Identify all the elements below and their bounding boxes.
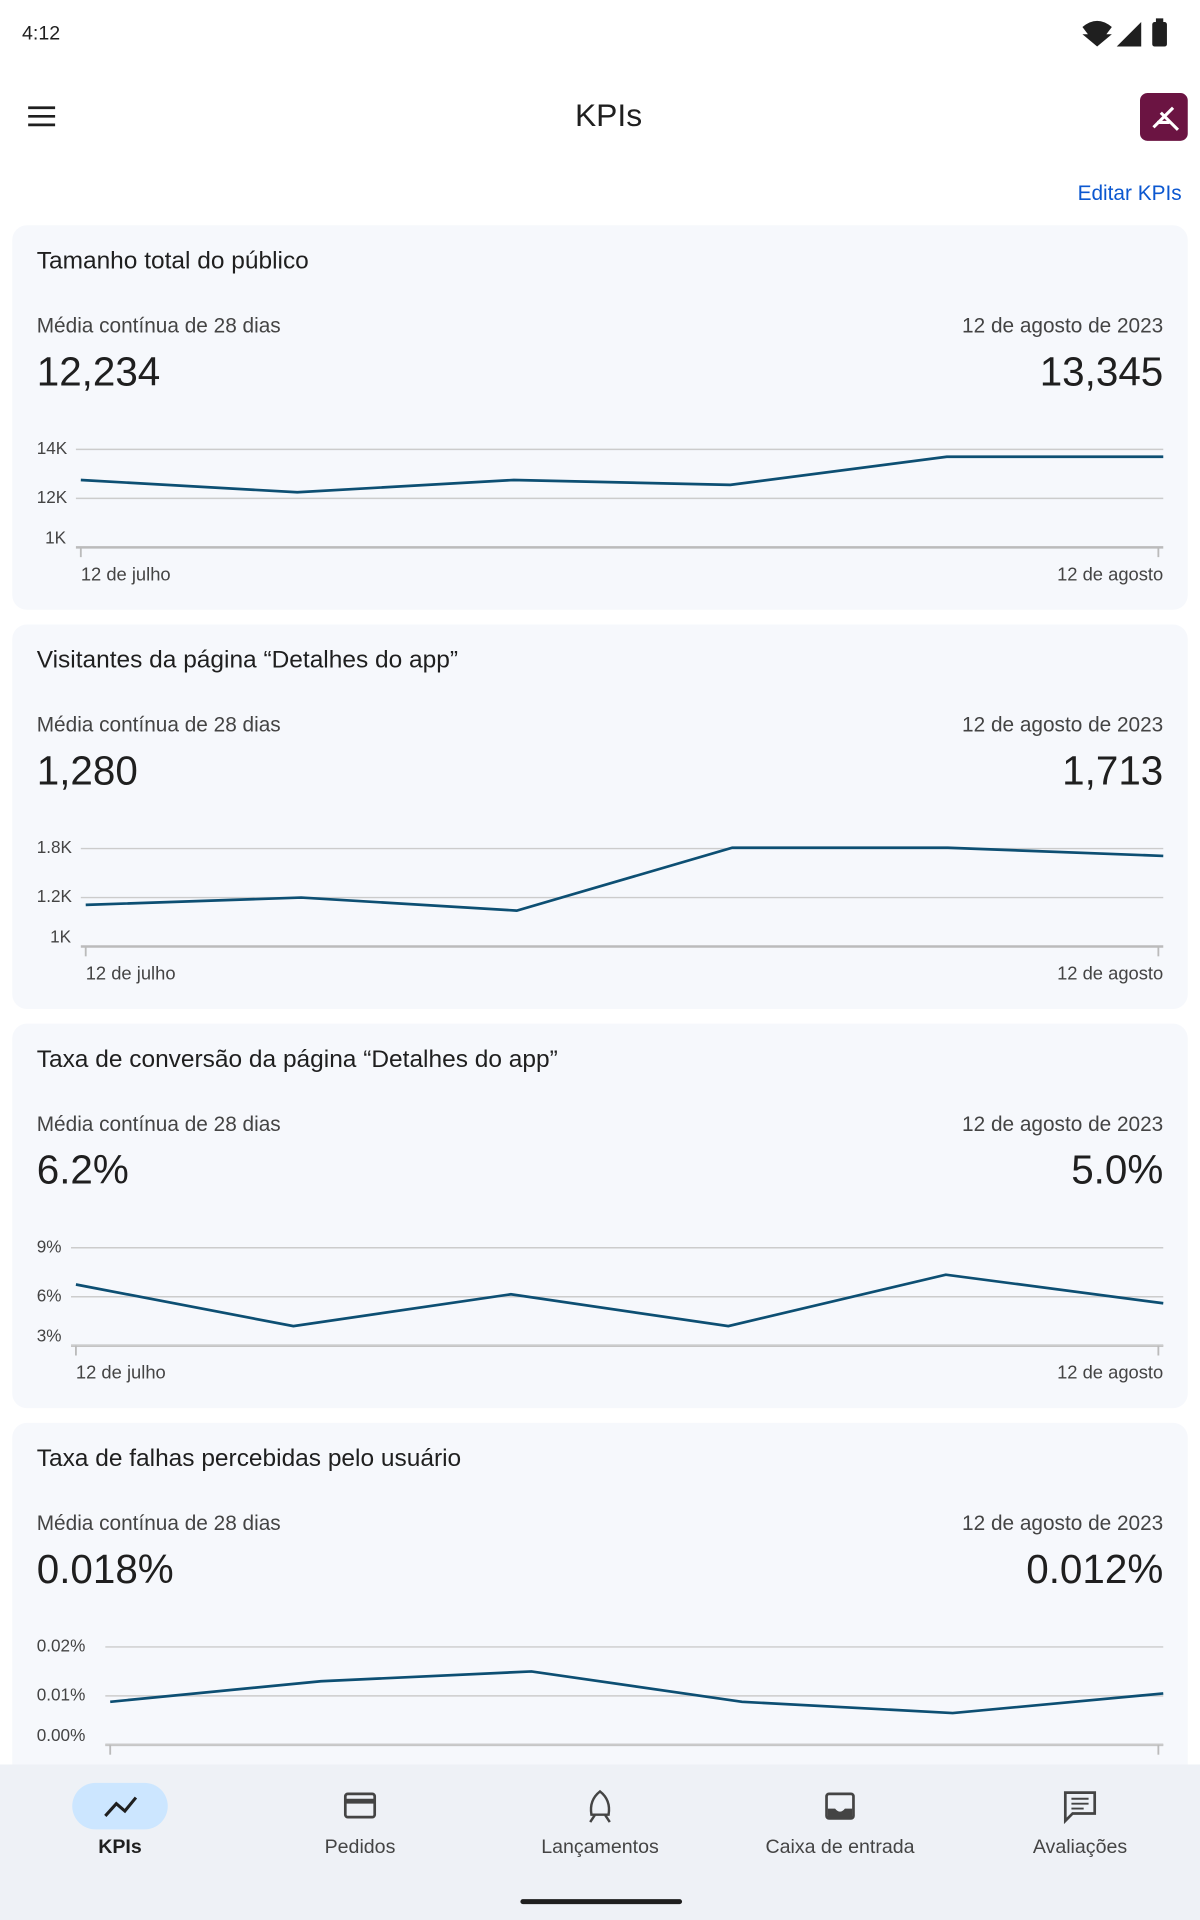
bottom-nav	[0, 1764, 1200, 1920]
menu-button[interactable]	[28, 106, 56, 127]
x-tick-label: 12 de agosto	[1057, 563, 1163, 584]
status-time: 4:12	[22, 22, 60, 44]
y-floor-label: 1K	[50, 926, 72, 946]
card-background	[12, 225, 1188, 610]
card-background	[12, 624, 1188, 1009]
right-label: 12 de agosto de 2023	[962, 714, 1163, 737]
y-floor-label: 1K	[45, 527, 67, 547]
y-tick-label: 3%	[37, 1326, 62, 1346]
y-tick-label: 0.01%	[37, 1684, 86, 1704]
x-tick-label: 12 de julho	[81, 563, 171, 584]
left-label: Média contínua de 28 dias	[37, 1113, 281, 1136]
kpi-card[interactable]: Visitantes da página “Detalhes do app” Mé…	[12, 624, 1188, 1009]
card-background	[12, 1422, 1188, 1808]
x-tick-label: 12 de julho	[86, 963, 176, 984]
right-value: 0.012%	[1026, 1546, 1163, 1592]
card-title: Visitantes da página “Detalhes do app”	[37, 647, 458, 674]
nav-label[interactable]: KPIs	[98, 1836, 142, 1858]
x-tick-label: 12 de julho	[76, 1362, 166, 1383]
kpi-line	[80, 455, 1164, 494]
y-tick-label: 1.2K	[37, 886, 73, 906]
y-tick-label: 6%	[37, 1285, 62, 1305]
card-title: Taxa de falhas percebidas pelo usuário	[37, 1445, 461, 1472]
cards: Tamanho total do público Média contínua d…	[12, 225, 1188, 1808]
x-tick-label: 12 de agosto	[1057, 1362, 1163, 1383]
right-label: 12 de agosto de 2023	[962, 1113, 1163, 1136]
nav-label[interactable]: Avaliações	[1033, 1836, 1128, 1858]
kpi-card[interactable]: Tamanho total do público Média contínua d…	[12, 225, 1188, 610]
left-label: Média contínua de 28 dias	[37, 714, 281, 737]
nav-labels: KPIs Pedidos Lançamentos Caixa de entrada Av…	[98, 1836, 1127, 1858]
y-tick-label: 9%	[37, 1236, 62, 1256]
kpi-card[interactable]: Taxa de conversão da página “Detalhes do…	[12, 1023, 1188, 1409]
right-label: 12 de agosto de 2023	[962, 1512, 1163, 1535]
y-tick-label: 14K	[37, 438, 68, 458]
page-title: KPIs	[575, 97, 642, 133]
right-value: 1,713	[1062, 748, 1163, 794]
x-tick-label: 12 de agosto	[1057, 963, 1163, 984]
edit-link[interactable]: Editar KPIs	[1078, 182, 1182, 205]
y-tick-label: 1.8K	[37, 837, 73, 857]
app-avatar[interactable]	[1140, 93, 1188, 141]
right-value: 13,345	[1040, 348, 1164, 394]
left-label: Média contínua de 28 dias	[37, 1512, 281, 1535]
card-background	[12, 1023, 1188, 1409]
right-value: 5.0%	[1071, 1147, 1163, 1193]
nav-label[interactable]: Caixa de entrada	[765, 1836, 914, 1858]
right-label: 12 de agosto de 2023	[962, 314, 1163, 337]
status-icons	[1082, 18, 1167, 47]
kpi-card[interactable]: Taxa de falhas percebidas pelo usuário Mé…	[12, 1422, 1188, 1808]
left-value: 0.018%	[37, 1546, 174, 1592]
left-value: 1,280	[37, 748, 138, 794]
kpi-line	[110, 1670, 1164, 1715]
nav-label[interactable]: Lançamentos	[541, 1836, 659, 1858]
card-title: Taxa de conversão da página “Detalhes do…	[37, 1046, 558, 1073]
y-tick-label: 0.00%	[37, 1725, 86, 1745]
left-value: 12,234	[37, 348, 161, 394]
nav-label[interactable]: Pedidos	[325, 1836, 396, 1858]
y-tick-label: 12K	[37, 487, 68, 507]
y-tick-label: 0.02%	[37, 1635, 86, 1655]
kpi-line	[75, 1273, 1164, 1328]
left-value: 6.2%	[37, 1147, 129, 1193]
card-title: Tamanho total do público	[37, 248, 309, 275]
left-label: Média contínua de 28 dias	[37, 314, 281, 337]
kpi-line	[85, 846, 1164, 912]
